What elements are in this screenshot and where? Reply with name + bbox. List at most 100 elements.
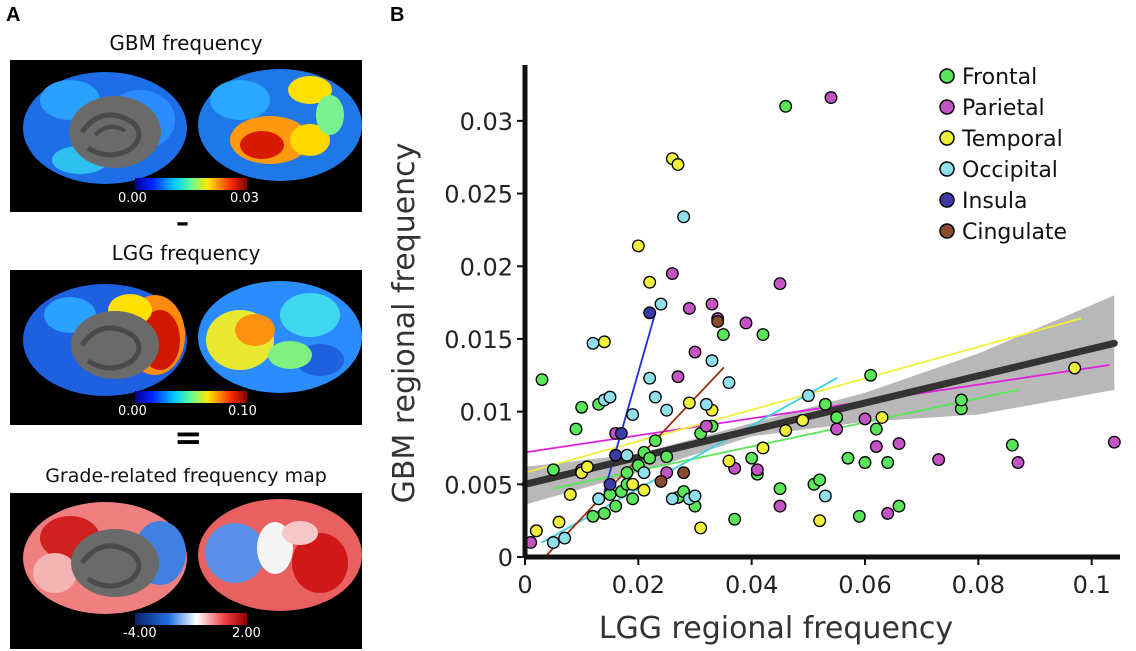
point-frontal	[858, 456, 872, 469]
point-insula	[603, 477, 617, 491]
lgg-brain-map: 0.00 0.10	[10, 270, 362, 425]
legend-marker-temporal	[939, 130, 955, 146]
point-parietal	[773, 277, 787, 291]
point-frontal	[626, 492, 640, 506]
point-occipital	[688, 489, 702, 503]
y-tick-label: 0.01	[460, 399, 513, 427]
panel-b-letter: B	[390, 4, 405, 26]
x-tick-label: 0.1	[1073, 571, 1111, 599]
point-occipital	[722, 376, 736, 390]
x-tick-label: 0.02	[612, 571, 665, 599]
legend-marker-occipital	[939, 161, 955, 177]
point-occipital	[705, 354, 719, 368]
fit-line-all	[521, 339, 1118, 488]
point-temporal	[796, 413, 810, 427]
lgg-colorbar-min: 0.00	[118, 404, 147, 419]
gbm-frequency-title: GBM frequency	[109, 31, 263, 55]
point-frontal	[852, 509, 866, 523]
point-frontal	[716, 328, 730, 342]
point-temporal	[694, 521, 708, 535]
legend-label-insula: Insula	[962, 189, 1027, 214]
point-occipital	[818, 489, 832, 503]
point-occipital	[592, 492, 606, 506]
point-frontal	[569, 422, 583, 436]
point-temporal	[813, 514, 827, 528]
gbm-brain-map: 0.00 0.03	[10, 60, 362, 212]
x-tick-label: 0.08	[952, 571, 1005, 599]
point-temporal	[779, 424, 793, 437]
legend: Frontal Parietal Temporal Occipital Insula Ci…	[939, 65, 1067, 245]
gbm-colorbar	[135, 178, 247, 190]
point-occipital	[546, 536, 560, 549]
legend-label-occipital: Occipital	[962, 158, 1058, 183]
legend-marker-cingulate	[939, 223, 955, 239]
point-occipital	[626, 408, 640, 421]
point-occipital	[677, 210, 691, 224]
point-frontal	[869, 422, 883, 436]
point-parietal	[739, 316, 753, 330]
point-occipital	[586, 336, 600, 350]
point-frontal	[864, 368, 878, 382]
points-layer	[524, 91, 1121, 549]
grade-brain-map: -4.00 2.00	[10, 493, 362, 649]
x-tick-label: 0.04	[725, 571, 778, 599]
y-tick-label: 0.015	[444, 326, 513, 354]
point-occipital	[603, 390, 617, 404]
point-temporal	[643, 275, 657, 289]
point-cingulate	[654, 474, 668, 488]
point-frontal	[954, 393, 968, 407]
fit-line-parietal	[524, 364, 1110, 454]
panel-a-letter: A	[6, 4, 21, 26]
point-parietal	[1011, 456, 1025, 469]
point-cingulate	[711, 315, 725, 328]
legend-marker-insula	[939, 192, 955, 208]
minus-operator: –	[176, 208, 189, 238]
point-temporal	[671, 158, 685, 171]
scatter-chart: 0 0.02 0.04 0.06 0.08 0.1 0 0.005 0.01 0.015 0.02 0…	[387, 65, 1121, 645]
equals-operator: =	[174, 418, 203, 458]
y-tick-label: 0.03	[460, 108, 513, 136]
point-frontal	[609, 499, 623, 513]
point-insula	[614, 426, 628, 440]
legend-label-frontal: Frontal	[962, 65, 1037, 90]
point-frontal	[818, 397, 832, 411]
legend-label-parietal: Parietal	[962, 96, 1045, 121]
lgg-colorbar-max: 0.10	[228, 404, 257, 419]
point-temporal	[631, 239, 645, 253]
point-parietal	[892, 437, 906, 451]
point-occipital	[660, 403, 674, 417]
point-cingulate	[677, 466, 691, 480]
point-frontal	[773, 482, 787, 496]
point-frontal	[756, 328, 770, 342]
point-frontal	[546, 463, 560, 477]
point-frontal	[728, 512, 742, 526]
point-parietal	[671, 370, 685, 384]
grade-brain-image	[23, 499, 362, 625]
point-frontal	[841, 451, 855, 465]
point-insula	[643, 306, 657, 320]
lgg-colorbar	[135, 391, 247, 403]
point-frontal	[535, 373, 549, 387]
point-parietal	[773, 499, 787, 513]
point-temporal	[682, 396, 696, 410]
point-parietal	[830, 422, 844, 436]
point-frontal	[660, 450, 674, 464]
point-frontal	[648, 434, 662, 448]
gbm-colorbar-max: 0.03	[230, 191, 259, 206]
point-parietal	[858, 412, 872, 426]
point-temporal	[580, 460, 594, 474]
point-frontal	[620, 466, 634, 480]
x-axis-label: LGG regional frequency	[599, 611, 953, 645]
point-frontal	[830, 410, 844, 424]
point-parietal	[869, 440, 883, 453]
y-tick-label: 0.02	[460, 253, 513, 281]
lgg-brain-image	[23, 281, 362, 403]
point-temporal	[597, 335, 611, 349]
point-frontal	[586, 509, 600, 523]
point-temporal	[637, 483, 651, 497]
lgg-frequency-title: LGG frequency	[111, 241, 261, 265]
point-frontal	[575, 400, 589, 414]
point-temporal	[626, 477, 640, 491]
grade-colorbar-max: 2.00	[232, 626, 261, 641]
point-parietal	[665, 267, 679, 280]
